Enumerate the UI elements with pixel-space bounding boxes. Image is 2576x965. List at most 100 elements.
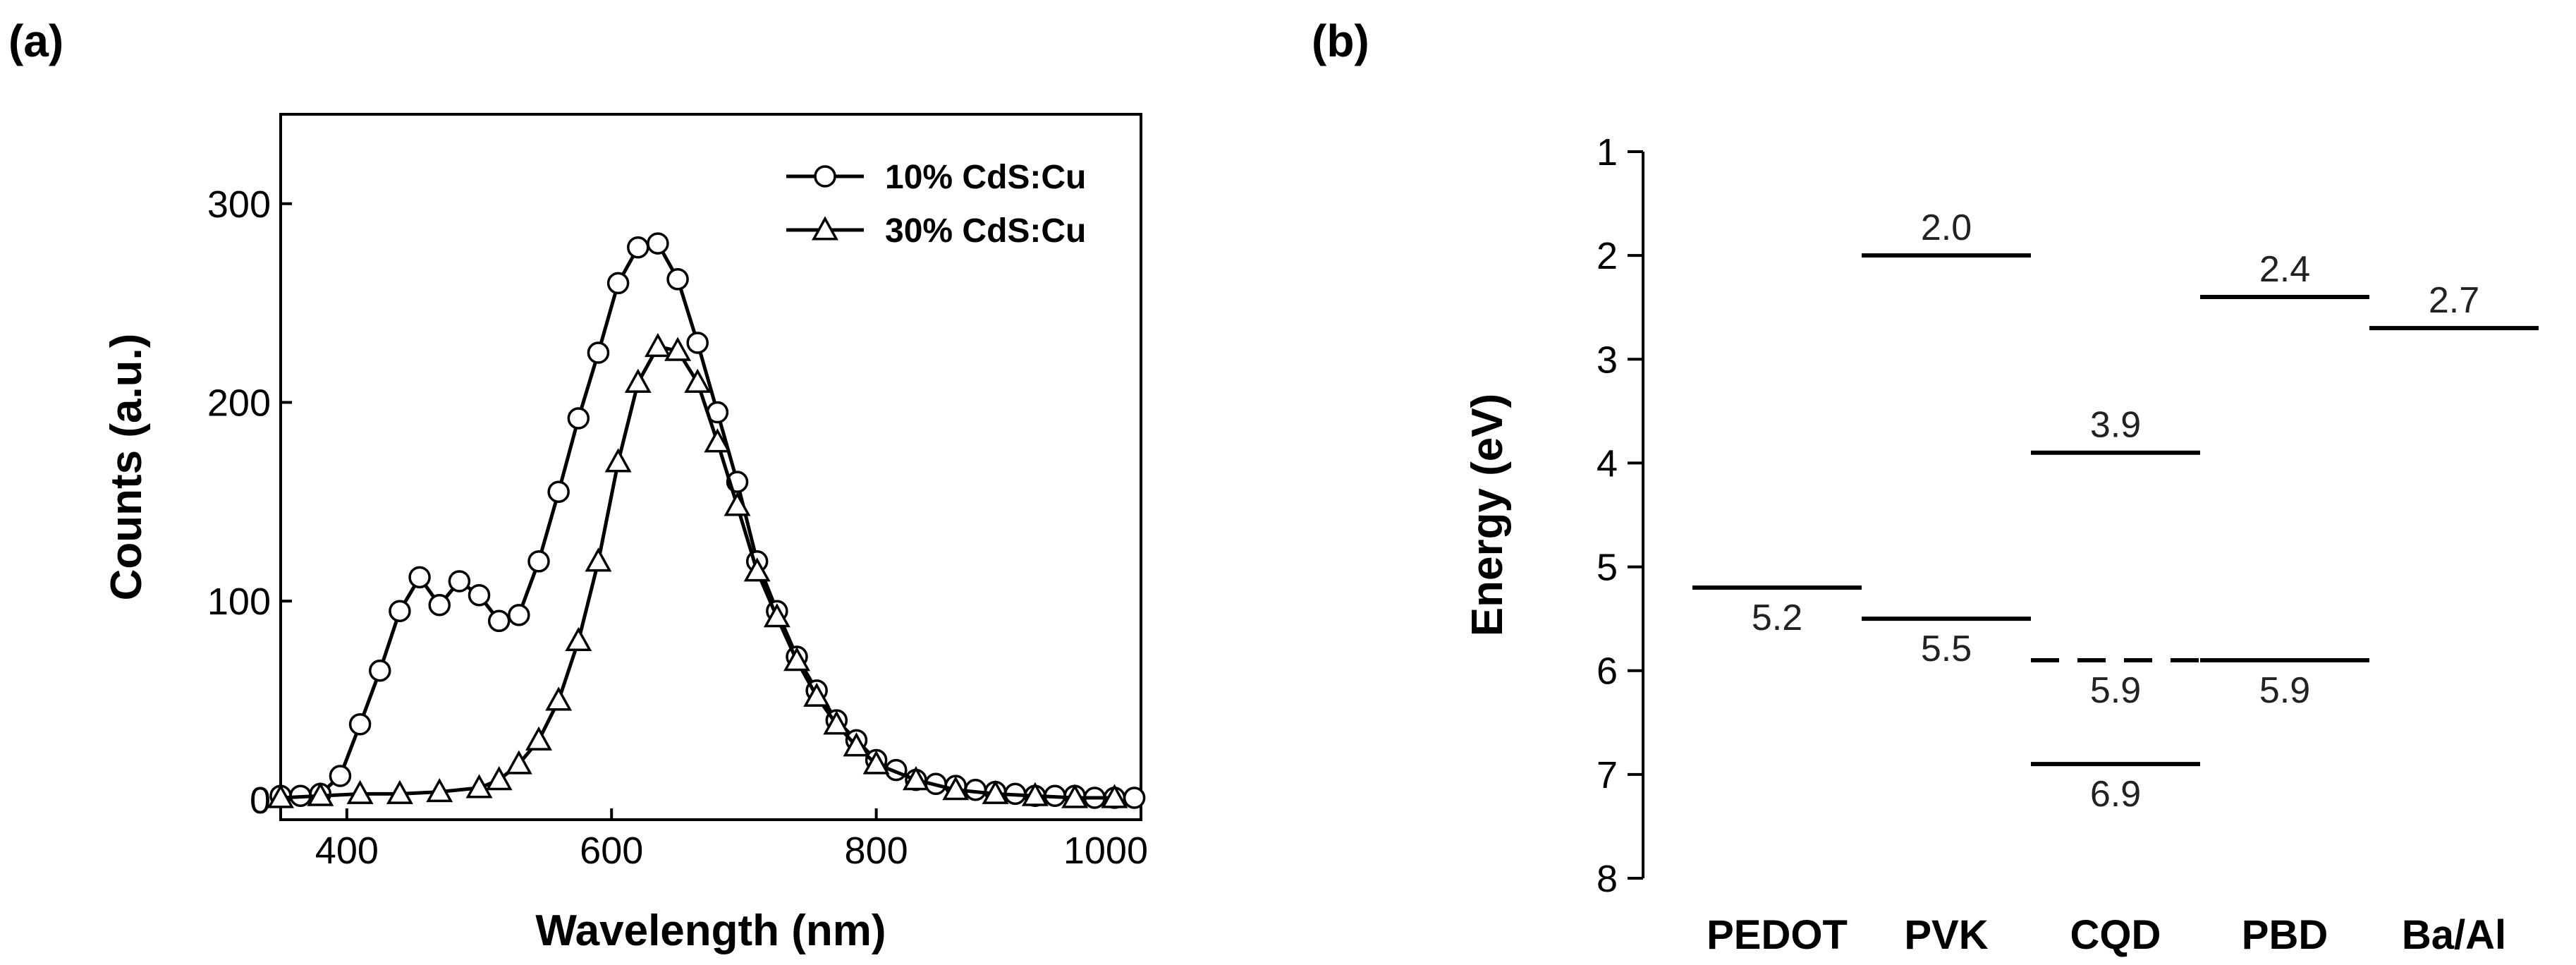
data-point xyxy=(307,782,334,806)
series-line xyxy=(280,345,1115,800)
series-10pct xyxy=(269,232,1146,809)
energy-level: 6.9 xyxy=(2031,762,2200,815)
data-point xyxy=(1101,784,1128,808)
data-point xyxy=(1021,782,1049,806)
data-point xyxy=(505,750,532,775)
x-axis-a: 400 600 800 1000 xyxy=(315,808,1148,872)
energy-level: 5.5 xyxy=(1862,617,2031,669)
y-tick-label-a: 0 xyxy=(250,779,271,822)
series-group-a xyxy=(267,232,1146,809)
data-point xyxy=(862,750,890,775)
legend-marker xyxy=(812,216,838,241)
data-point xyxy=(465,774,493,799)
x-tick-label-a: 800 xyxy=(845,830,908,872)
panel-b-label: (b) xyxy=(1312,16,1369,66)
material-label: PEDOT xyxy=(1707,912,1848,958)
y-tick-label-b: 5 xyxy=(1597,547,1618,589)
series-line xyxy=(281,241,1135,800)
y-tick-label-b: 7 xyxy=(1597,754,1618,796)
data-point xyxy=(585,547,612,572)
data-point xyxy=(724,492,751,516)
data-point xyxy=(389,600,411,622)
data-point xyxy=(428,594,451,617)
data-point xyxy=(547,480,570,503)
level-label: 5.5 xyxy=(1921,629,1972,669)
data-point xyxy=(448,570,471,593)
level-label: 2.0 xyxy=(1921,207,1972,248)
energy-level: 2.0 xyxy=(1862,207,2031,258)
data-point xyxy=(386,779,413,804)
energy-level: 5.9 xyxy=(2200,658,2369,711)
legend-marker xyxy=(814,165,836,188)
data-point xyxy=(783,647,810,672)
energy-level: 5.2 xyxy=(1692,585,1862,638)
data-point xyxy=(426,777,453,803)
data-point xyxy=(664,336,692,361)
data-point xyxy=(823,710,850,735)
data-point xyxy=(644,332,671,358)
legend-label: 30% CdS:Cu xyxy=(885,212,1086,250)
material-label: CQD xyxy=(2070,912,2161,958)
x-tick-label-a: 600 xyxy=(580,830,643,872)
material-label: Ba/Al xyxy=(2402,912,2506,958)
data-point xyxy=(346,779,374,804)
y-axis-title-b: Energy (eV) xyxy=(1463,394,1512,637)
x-axis-title-a: Wavelength (nm) xyxy=(535,906,886,955)
y-axis-b: 1 2 3 4 5 6 7 8 xyxy=(1597,131,1643,900)
y-tick-label-b: 2 xyxy=(1597,235,1618,277)
data-point xyxy=(843,732,870,757)
y-tick-label-b: 1 xyxy=(1597,131,1618,174)
y-tick-label-b: 6 xyxy=(1597,650,1618,693)
data-point xyxy=(627,236,649,259)
series-30pct xyxy=(267,332,1128,808)
data-point xyxy=(942,776,970,801)
data-point xyxy=(587,341,610,364)
y-tick-label-a: 100 xyxy=(207,581,271,623)
data-point xyxy=(527,550,550,573)
data-point xyxy=(647,232,669,255)
data-point xyxy=(408,566,431,589)
material-label: PVK xyxy=(1904,912,1988,958)
material-label: PBD xyxy=(2242,912,2328,958)
data-point xyxy=(902,766,929,791)
y-axis-a: 0 100 200 300 xyxy=(207,183,292,822)
data-point xyxy=(525,726,552,751)
data-point xyxy=(982,779,1009,804)
data-point xyxy=(1123,787,1146,809)
panel-a-spectrum-chart: (a) 0 100 200 300 400 600 800 1000 10% CdS:Cu 3… xyxy=(8,16,1148,955)
data-point xyxy=(267,784,294,808)
data-point xyxy=(508,604,530,626)
data-point xyxy=(567,407,590,430)
legend-entry: 30% CdS:Cu xyxy=(786,212,1086,250)
level-label: 5.9 xyxy=(2259,670,2310,711)
data-point xyxy=(606,272,630,295)
data-point xyxy=(348,713,372,736)
y-tick-label-b: 4 xyxy=(1597,442,1618,485)
y-axis-title-a: Counts (a.u.) xyxy=(102,334,151,601)
y-tick-label-a: 200 xyxy=(207,382,271,424)
data-point xyxy=(545,686,573,711)
data-point xyxy=(487,609,511,633)
data-point xyxy=(743,557,771,582)
legend-entry: 10% CdS:Cu xyxy=(786,159,1086,196)
data-point xyxy=(624,368,652,393)
data-point xyxy=(1061,784,1089,808)
panel-a-label: (a) xyxy=(8,16,63,66)
data-point xyxy=(686,332,709,354)
data-point xyxy=(468,583,491,607)
data-point xyxy=(666,268,689,291)
y-tick-label-b: 8 xyxy=(1597,858,1618,900)
legend-a: 10% CdS:Cu 30% CdS:Cu xyxy=(786,159,1086,250)
level-label: 2.4 xyxy=(2259,249,2310,290)
data-point xyxy=(485,766,513,791)
data-point xyxy=(369,659,391,682)
y-tick-label-b: 3 xyxy=(1597,339,1618,381)
legend-label: 10% CdS:Cu xyxy=(885,159,1086,196)
x-tick-label-a: 400 xyxy=(315,830,379,872)
energy-level: 3.9 xyxy=(2031,405,2200,455)
plot-frame-a xyxy=(279,113,1142,821)
energy-level: 2.4 xyxy=(2200,249,2369,299)
level-label: 5.9 xyxy=(2090,670,2141,711)
panel-b-energy-diagram: (b) 1 2 3 4 5 6 7 8 5.2 2.0 5.5 3.9 5.9 6.9 2.4 5.9 2.7… xyxy=(1312,16,2539,958)
